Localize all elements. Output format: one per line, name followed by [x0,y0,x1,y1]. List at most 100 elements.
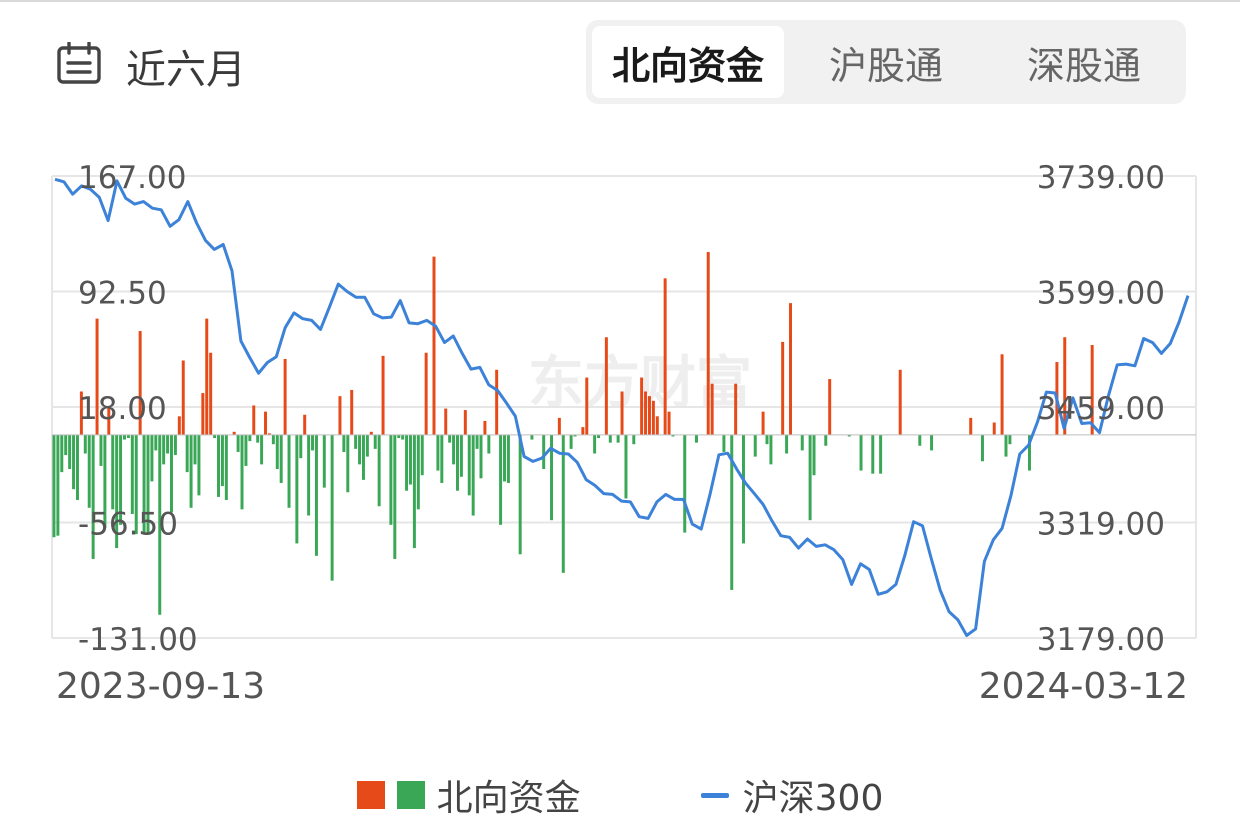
outflow-bar [60,434,64,473]
outflow-bar [91,434,95,559]
inflow-bar [264,411,268,435]
outflow-bar [694,434,698,443]
outflow-bar [83,434,87,454]
outflow-bar [373,434,377,449]
outflow-bar [346,434,350,493]
outflow-bar [213,434,217,439]
outflow-bar [189,434,193,508]
x-end-label: 2024-03-12 [979,666,1188,707]
outflow-bar [126,434,130,439]
inflow-bar [992,422,996,435]
outflow-bar [408,434,412,485]
inflow-bar [381,355,385,435]
inflow-bar [1090,344,1094,435]
outflow-bar [440,434,444,483]
outflow-bar [119,434,123,525]
tab-shenzhen-connect[interactable]: 深股通 [1026,43,1141,88]
outflow-bar [412,434,416,549]
inflow-bar [181,360,185,435]
outflow-bar [154,434,158,451]
outflow-bar [307,434,311,516]
outflow-bar [158,434,162,615]
outflow-bar [530,434,534,440]
outflow-bar [162,434,166,465]
outflow-bar [361,434,365,480]
calendar-icon [56,41,102,90]
inflow-bar [463,410,467,435]
inflow-bar [789,303,792,435]
inflow-bar [781,341,785,435]
legend-line-label: 沪深300 [742,778,884,819]
outflow-bar [87,434,91,508]
outflow-bar [52,434,56,538]
outflow-bar [573,434,577,437]
outflow-bar [742,434,745,544]
right-axis-tick: 3739.00 [1037,160,1165,196]
outflow-bar [616,434,620,443]
outflow-bar [812,434,816,476]
outflow-bar [115,434,119,549]
tab-northbound[interactable]: 北向资金 [592,26,784,98]
outflow-bar [918,434,922,446]
outflow-bar [248,434,252,442]
period-label: 近六月 [126,47,246,93]
inflow-bar [761,411,765,435]
inflow-bar [350,389,354,435]
inflow-bar [898,369,902,435]
outflow-bar [859,434,863,471]
outflow-bar [377,434,381,507]
outflow-bar [401,434,405,440]
outflow-bar [173,434,177,456]
inflow-bar [706,251,710,435]
left-axis-tick: 18.00 [78,391,167,427]
inflow-bar [369,431,373,435]
inflow-bar [969,417,973,435]
inflow-bar [651,400,655,435]
outflow-bar [847,434,851,437]
outflow-bar [420,434,424,476]
outflow-bar [1004,434,1008,457]
outflow-bar [456,434,459,491]
chart-legend: 北向资金 沪深300 [0,770,1240,820]
outflow-bar [436,434,440,471]
outflow-bar [1028,434,1031,471]
inflow-bar [620,391,624,435]
outflow-bar [236,434,240,452]
market-tabs: 北向资金 沪股通 深股通 [586,20,1186,104]
outflow-bar [785,434,789,454]
outflow-bar [542,434,546,470]
left-axis-tick: -56.50 [78,507,178,543]
outflow-bar [550,434,554,521]
outflow-bar [722,434,726,452]
tab-shanghai-connect[interactable]: 沪股通 [828,43,943,88]
inflow-bar [557,417,561,435]
outflow-bar [271,434,275,445]
outflow-bar [475,434,479,449]
inflow-bar [585,377,589,435]
left-axis-tick: 167.00 [78,160,186,196]
outflow-bar [416,434,420,510]
outflow-bar [260,434,264,465]
outflow-bar [146,434,150,535]
outflow-bar [765,434,769,445]
outflow-bar [624,434,628,499]
outflow-bar [683,434,687,533]
outflow-bar [393,434,397,559]
top-divider [0,0,1240,2]
inflow-bar [667,411,671,435]
inflow-bar [303,414,307,435]
outflow-bar [730,434,734,590]
outflow-bar [471,434,475,516]
legend-index[interactable]: 沪深300 [700,769,884,821]
left-axis-tick: -131.00 [78,622,198,658]
outflow-swatch [396,781,425,809]
outflow-bar [503,434,506,482]
outflow-bar [671,434,675,437]
legend-northbound[interactable]: 北向资金 [356,769,581,821]
period-selector[interactable]: 近六月 [56,36,246,96]
inflow-bar [267,433,271,435]
inflow-bar [581,427,585,435]
outflow-bar [314,434,318,556]
right-axis-tick: 3459.00 [1037,391,1165,427]
outflow-bar [64,434,68,456]
